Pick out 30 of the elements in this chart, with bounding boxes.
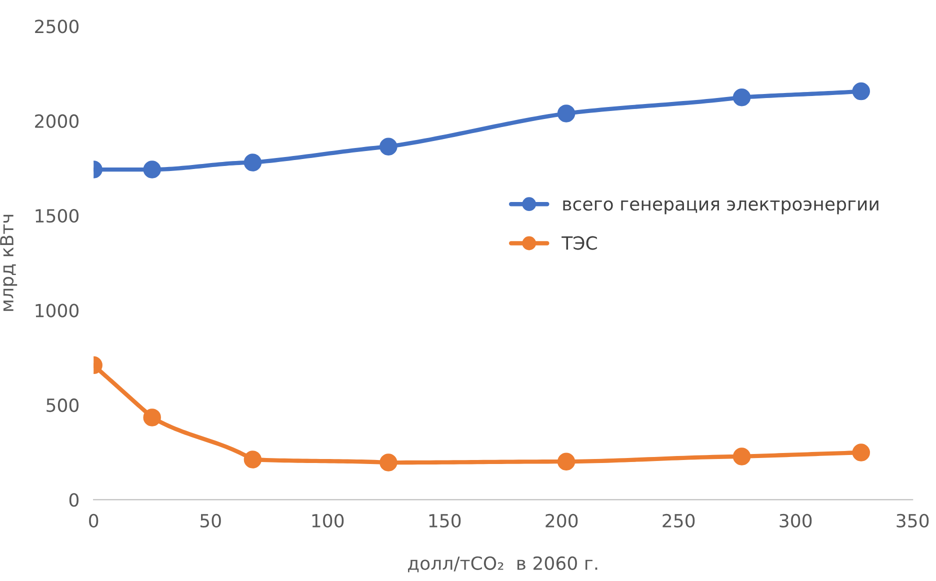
point: [143, 408, 161, 426]
point: [557, 452, 576, 470]
y-axis-title: млрд кВтч: [0, 214, 18, 311]
point: [852, 444, 870, 462]
y-tick-label: 1500: [36, 209, 79, 223]
point: [380, 454, 398, 472]
x-tick-label: 300: [780, 514, 812, 528]
x-tick-label: 150: [429, 514, 461, 528]
x-tick-label: 0: [89, 514, 98, 528]
x-tick-label: 100: [312, 514, 344, 528]
point: [380, 138, 398, 156]
y-tick-label: 1000: [36, 304, 79, 318]
y-tick-label: 500: [46, 398, 79, 412]
point: [852, 82, 870, 100]
x-axis-title: долл/тCO₂ в 2060 г.: [408, 556, 598, 572]
point: [732, 448, 751, 466]
x-tick-label: 350: [896, 514, 929, 528]
legend-label: всего генерация электроэнергии: [563, 200, 878, 214]
y-tick-label: 2000: [35, 114, 79, 128]
y-tick-label: 0: [69, 493, 79, 507]
x-tick-label: 50: [200, 514, 221, 528]
point: [143, 160, 161, 178]
point: [732, 88, 751, 106]
point: [244, 450, 262, 468]
legend-label: ТЭС: [562, 236, 597, 250]
y-tick-label: 2500: [35, 20, 79, 34]
point: [557, 104, 576, 122]
x-tick-label: 200: [546, 514, 578, 528]
point: [244, 154, 262, 172]
x-tick-label: 250: [662, 514, 695, 528]
